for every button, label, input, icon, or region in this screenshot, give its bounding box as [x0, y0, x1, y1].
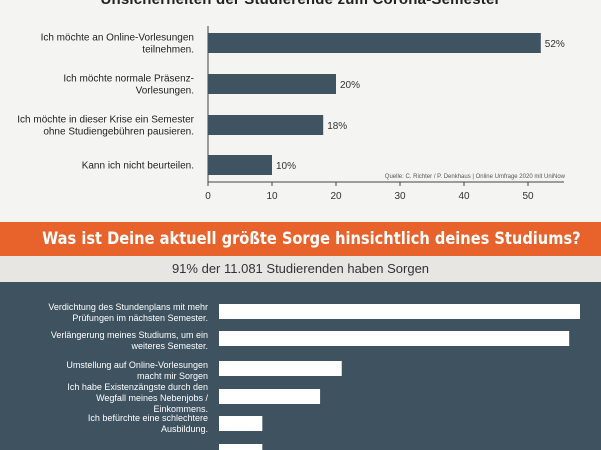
concern-bar-1	[219, 331, 570, 346]
subtitle-bar: 91% der 11.081 Studierenden haben Sorgen	[0, 256, 601, 282]
x-tick-label-2: 20	[330, 191, 342, 202]
question-banner-text: Was ist Deine aktuell größte Sorge hinsi…	[42, 229, 581, 249]
category-label-2: Ich möchte in dieser Krise ein Semester o…	[17, 115, 194, 138]
bottom-bar-chart: Verdichtung des Stundenplans mit mehr Prü…	[48, 302, 580, 450]
question-banner: Was ist Deine aktuell größte Sorge hinsi…	[0, 222, 601, 256]
bar-value-label-1: 20%	[340, 80, 360, 91]
x-tick-label-0: 0	[205, 191, 211, 202]
bar-value-label-0: 52%	[545, 39, 565, 50]
concern-bar-2	[219, 361, 342, 376]
x-tick-label-1: 10	[266, 191, 278, 202]
concern-label-3: Ich habe Existenzängste durch den Wegfall…	[67, 382, 208, 414]
concern-label-0: Verdichtung des Stundenplans mit mehr Prü…	[48, 302, 208, 323]
category-label-1: Ich möchte normale Präsenz-Vorlesungen.	[63, 74, 194, 97]
source-note: Quelle: C. Richter / P. Denkhaus | Onlin…	[385, 174, 566, 180]
concern-label-2: Umstellung auf Online-Vorlesungen macht m…	[66, 360, 208, 381]
concern-bar-5	[219, 444, 263, 450]
category-label-3: Kann ich nicht beurteilen.	[82, 161, 194, 172]
bar-3	[208, 155, 272, 175]
top-bar-chart: 52% Ich möchte an Online-Vorlesungen teiln…	[17, 26, 566, 202]
x-tick-label-4: 40	[458, 191, 470, 202]
bar-2	[208, 115, 324, 135]
bar-0	[208, 33, 541, 53]
bar-value-label-2: 18%	[327, 121, 347, 132]
category-label-0: Ich möchte an Online-Vorlesungen teilnehm…	[41, 33, 194, 56]
bar-1	[208, 74, 336, 94]
concern-label-1: Verlängerung meines Studiums, um ein weit…	[51, 330, 208, 351]
concern-bar-3	[219, 389, 321, 404]
concern-bar-4	[219, 416, 263, 431]
concern-bar-0	[219, 304, 580, 319]
x-tick-label-5: 50	[522, 191, 534, 202]
x-tick-label-3: 30	[394, 191, 406, 202]
top-chart-title: Unsicherheiten der Studierende zum Coron…	[0, 0, 601, 8]
bar-value-label-3: 10%	[276, 161, 296, 172]
concern-label-4: Ich befürchte eine schlechtere Ausbildung…	[88, 413, 208, 434]
subtitle-text: 91% der 11.081 Studierenden haben Sorgen	[171, 261, 430, 276]
